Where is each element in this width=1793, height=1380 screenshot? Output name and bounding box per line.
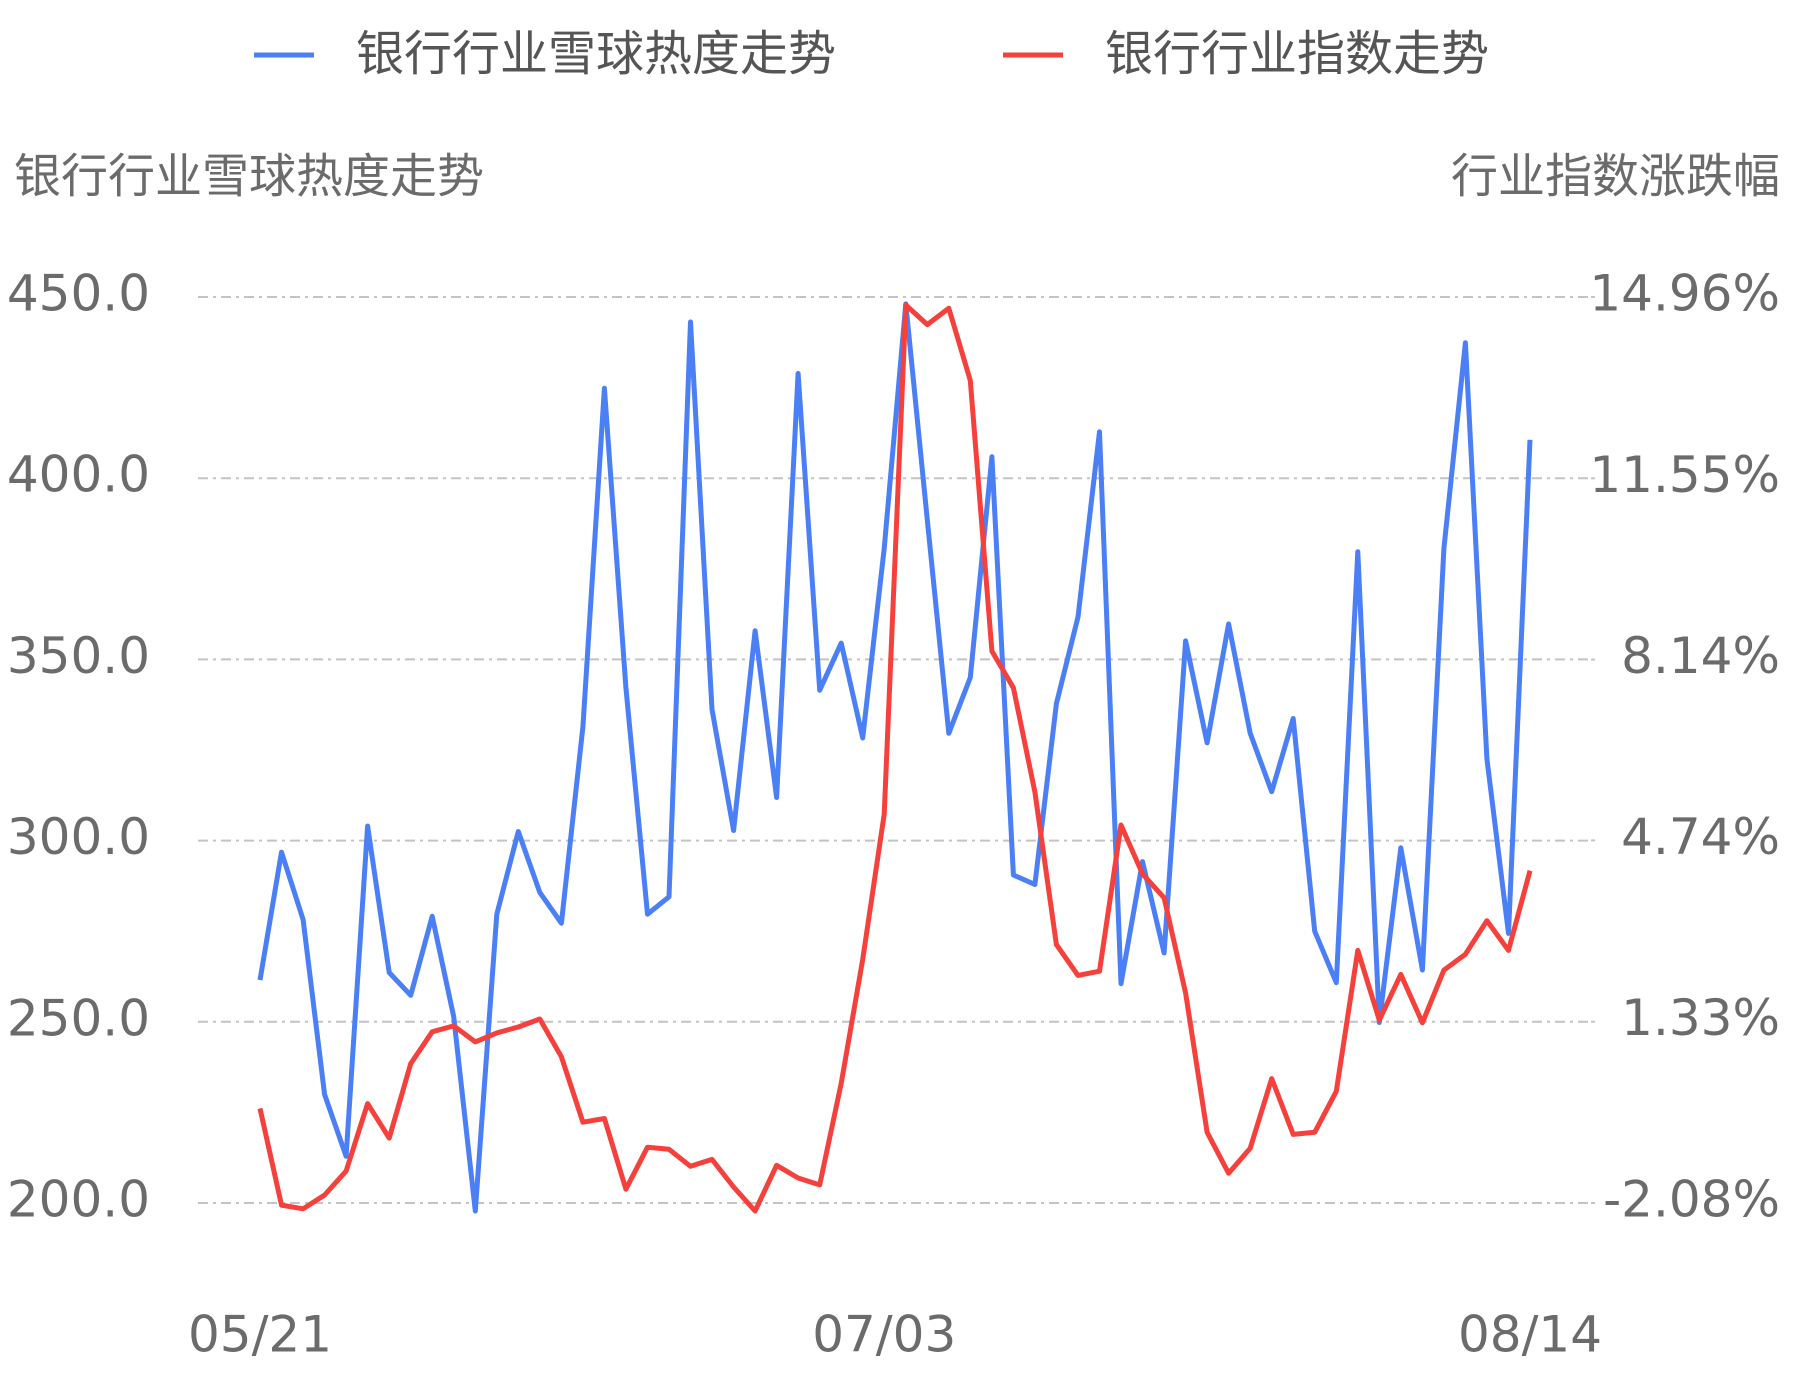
x-tick-label: 07/03 — [812, 1306, 956, 1364]
y2-axis-title: 行业指数涨跌幅 — [1451, 150, 1780, 205]
y-tick-label: 450.0 — [7, 265, 150, 323]
legend-label: 银行行业指数走势 — [1105, 26, 1489, 82]
y2-tick-label: 4.74% — [1621, 808, 1780, 866]
series-line — [257, 301, 1533, 1214]
y2-tick-label: 11.55% — [1589, 446, 1780, 504]
y-tick-label: 400.0 — [7, 446, 150, 504]
y-tick-label: 250.0 — [7, 989, 150, 1047]
y2-tick-label: 8.14% — [1621, 627, 1780, 685]
y-tick-label: 300.0 — [7, 808, 150, 866]
series-line — [257, 302, 1533, 1214]
x-tick-label: 08/14 — [1458, 1306, 1602, 1364]
y-tick-label: 200.0 — [7, 1171, 150, 1229]
y2-tick-label: 14.96% — [1589, 265, 1780, 323]
y2-tick-label: 1.33% — [1621, 989, 1780, 1047]
y-axis-title: 银行行业雪球热度走势 — [14, 150, 484, 205]
y-tick-label: 350.0 — [7, 627, 150, 685]
legend-label: 银行行业雪球热度走势 — [356, 26, 836, 82]
x-tick-label: 05/21 — [188, 1306, 332, 1364]
y2-tick-label: -2.08% — [1603, 1171, 1780, 1229]
